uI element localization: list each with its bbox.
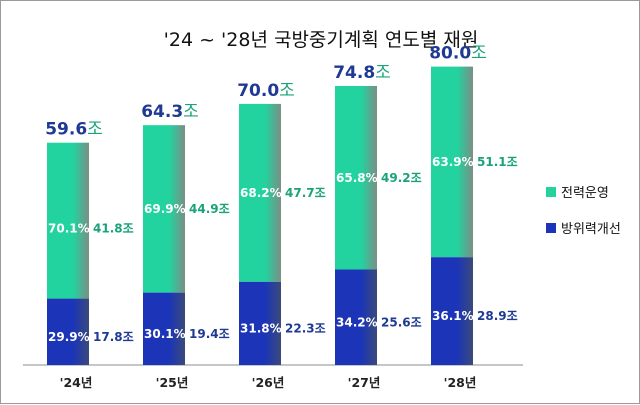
- bar-improvement: [239, 281, 281, 365]
- x-tick-label: '25년: [156, 375, 189, 390]
- value-label-improvement: 17.8조: [93, 330, 134, 344]
- pct-label-improvement: 31.8%: [240, 321, 282, 335]
- total-unit: 조: [183, 102, 199, 122]
- bar-improvement: [47, 298, 89, 365]
- total-unit: 조: [279, 81, 295, 101]
- total-label: 59.6조: [45, 120, 103, 140]
- value-label-improvement: 19.4조: [189, 327, 230, 341]
- x-tick-label: '28년: [444, 375, 477, 390]
- bar-operations: [335, 85, 377, 270]
- x-tick-label: '24년: [60, 375, 93, 390]
- value-label-operations: 41.8조: [93, 222, 134, 236]
- total-value: 70.0: [237, 81, 279, 101]
- bar-operations: [431, 66, 473, 258]
- bar-operations: [143, 125, 185, 293]
- total-value: 74.8: [333, 63, 375, 83]
- legend-swatch-improvement: [546, 223, 556, 233]
- total-unit: 조: [375, 63, 391, 83]
- total-label: 74.8조: [333, 63, 391, 83]
- total-unit: 조: [471, 44, 487, 64]
- pct-label-improvement: 29.9%: [48, 330, 90, 344]
- x-tick-label: '27년: [348, 375, 381, 390]
- value-label-operations: 49.2조: [381, 171, 422, 185]
- pct-label-operations: 69.9%: [144, 202, 186, 216]
- bar-improvement: [143, 292, 185, 365]
- value-label-operations: 47.7조: [285, 186, 326, 200]
- total-value: 80.0: [429, 44, 471, 64]
- value-label-operations: 44.9조: [189, 202, 230, 216]
- total-unit: 조: [87, 120, 103, 140]
- pct-label-operations: 63.9%: [432, 155, 474, 169]
- pct-label-operations: 70.1%: [48, 222, 90, 236]
- legend-swatch-operations: [546, 187, 556, 197]
- pct-label-operations: 68.2%: [240, 186, 282, 200]
- total-value: 59.6: [45, 120, 87, 140]
- total-label: 80.0조: [429, 44, 487, 64]
- total-value: 64.3: [141, 102, 183, 122]
- pct-label-improvement: 34.2%: [336, 315, 378, 329]
- legend-label-improvement: 방위력개선: [561, 222, 621, 237]
- pct-label-operations: 65.8%: [336, 171, 378, 185]
- total-label: 70.0조: [237, 81, 295, 101]
- value-label-improvement: 28.9조: [477, 309, 518, 323]
- bar-operations: [239, 103, 281, 282]
- bars-layer: [47, 66, 473, 365]
- value-label-improvement: 25.6조: [381, 315, 422, 329]
- chart-title: '24 ~ '28년 국방중기계획 연도별 재원: [164, 29, 479, 51]
- pct-label-improvement: 36.1%: [432, 309, 474, 323]
- total-label: 64.3조: [141, 102, 199, 122]
- bar-operations: [47, 142, 89, 299]
- bar-improvement: [431, 257, 473, 365]
- pct-label-improvement: 30.1%: [144, 327, 186, 341]
- value-label-improvement: 22.3조: [285, 321, 326, 335]
- legend: 전력운영 방위력개선: [546, 186, 621, 237]
- value-label-operations: 51.1조: [477, 155, 518, 169]
- x-tick-label: '26년: [252, 375, 285, 390]
- legend-label-operations: 전력운영: [561, 186, 609, 201]
- bar-improvement: [335, 269, 377, 365]
